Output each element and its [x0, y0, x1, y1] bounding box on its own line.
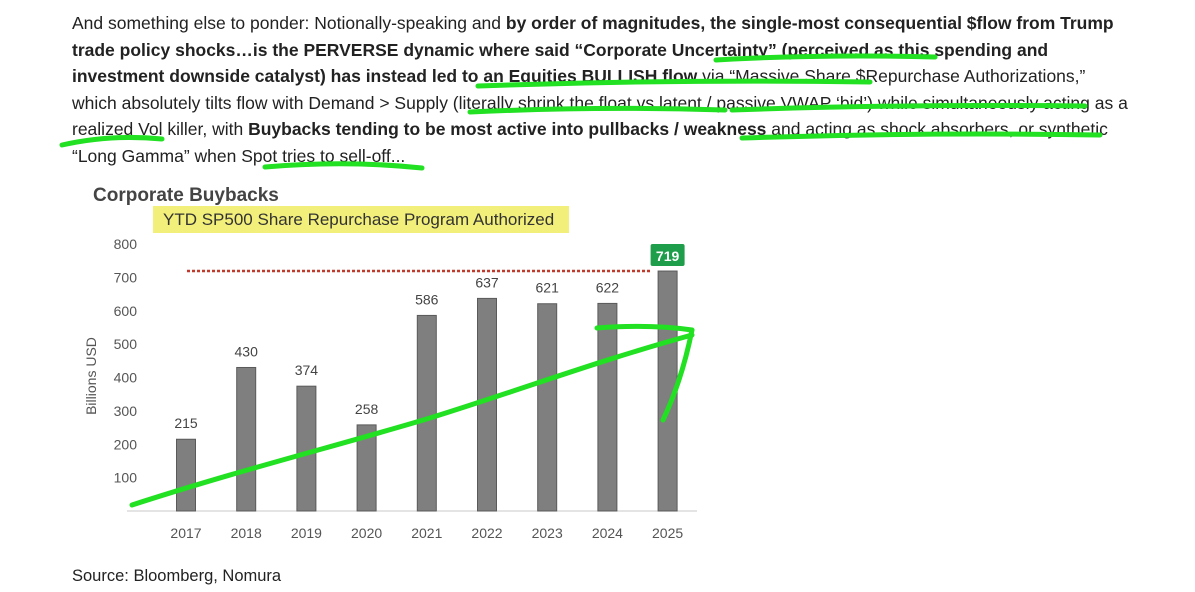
data-label-2021: 586	[415, 291, 439, 307]
x-tick-2019: 2019	[291, 525, 322, 541]
x-tick-2020: 2020	[351, 525, 382, 541]
data-label-2023: 621	[536, 280, 560, 296]
x-tick-2017: 2017	[170, 525, 201, 541]
x-tick-2025: 2025	[652, 525, 683, 541]
bar-2022	[477, 297, 497, 512]
bar-2024	[597, 302, 618, 512]
data-label-2022: 637	[475, 274, 499, 290]
bar-2017	[176, 438, 196, 512]
commentary-paragraph: And something else to ponder: Notionally…	[72, 10, 1132, 169]
bar-2018	[236, 366, 257, 512]
subtitle-highlight	[153, 206, 569, 233]
y-tick-label: 400	[114, 370, 138, 386]
y-tick-label: 600	[114, 303, 138, 319]
y-axis-ticks: 100 200 300 400 500 600 700 800	[114, 236, 138, 486]
y-tick-label: 100	[114, 470, 138, 486]
y-tick-label: 300	[114, 403, 138, 419]
data-label-2024: 622	[596, 279, 620, 295]
bar-2025	[657, 270, 678, 512]
y-tick-label: 500	[114, 336, 138, 352]
data-label-2025: 719	[656, 248, 680, 264]
y-tick-label: 200	[114, 436, 138, 452]
x-tick-2022: 2022	[471, 525, 502, 541]
data-label-2020: 258	[355, 401, 379, 417]
x-tick-2018: 2018	[231, 525, 262, 541]
bar-2019	[296, 385, 317, 512]
x-axis-ticks: 2017 2018 2019 2020 2021 2022 2023 2024 2025	[170, 525, 683, 541]
x-tick-2024: 2024	[592, 525, 623, 541]
highlight-badge	[650, 244, 685, 267]
chart-subtitle: YTD SP500 Share Repurchase Program Autho…	[163, 210, 554, 229]
text-intro: And something else to ponder: Notionally…	[72, 13, 506, 33]
text-bold-buybacks: Buybacks tending to be most active into …	[248, 119, 767, 139]
bar-2021	[416, 314, 437, 512]
data-label-2018: 430	[235, 343, 259, 359]
chart-canvas: Corporate Buybacks YTD SP500 Share Repur…	[83, 185, 697, 541]
y-tick-label: 700	[114, 269, 138, 285]
y-axis-label: Billions USD	[83, 337, 99, 415]
data-label-2019: 374	[295, 362, 319, 378]
x-tick-2021: 2021	[411, 525, 442, 541]
buyback-chart: Corporate Buybacks YTD SP500 Share Repur…	[60, 178, 720, 548]
x-tick-2023: 2023	[532, 525, 563, 541]
source-note: Source: Bloomberg, Nomura	[72, 567, 282, 585]
chart-title: Corporate Buybacks	[93, 185, 279, 206]
bar-2023	[537, 303, 558, 512]
data-label-2017: 215	[174, 415, 198, 431]
y-tick-label: 800	[114, 236, 138, 252]
bar-2020	[356, 424, 377, 512]
